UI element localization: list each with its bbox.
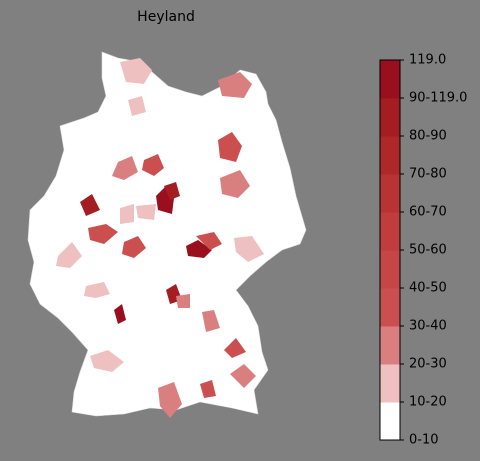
colorbar-tick-label: 70-80 [409, 167, 447, 182]
district [112, 156, 138, 180]
colorbar: 0-10 10-20 20-30 30-40 40-50 50-60 60-70 70-80 8… [379, 53, 467, 448]
district [218, 72, 252, 98]
district [200, 380, 216, 398]
district [128, 96, 146, 116]
district [176, 294, 190, 308]
district [224, 338, 246, 358]
colorbar-tick-label: 0-10 [409, 433, 439, 448]
colorbar-band [380, 212, 400, 251]
colorbar-tick-label: 30-40 [409, 319, 447, 334]
colorbar-tick-label: 90-119.0 [409, 91, 467, 106]
germany-map [27, 51, 307, 418]
district [120, 58, 152, 84]
district [186, 240, 212, 258]
district [56, 242, 82, 268]
colorbar-tick-label: 60-70 [409, 205, 447, 220]
colorbar-tick-label: 80-90 [409, 129, 447, 144]
district [202, 310, 220, 332]
district [234, 236, 264, 262]
district [136, 204, 156, 220]
colorbar-band [380, 326, 400, 365]
district [220, 170, 250, 198]
district [230, 364, 256, 388]
colorbar-band [380, 402, 400, 441]
district [84, 282, 110, 298]
colorbar-band [380, 250, 400, 289]
colorbar-band [380, 174, 400, 213]
colorbar-tick-label: 10-20 [409, 395, 447, 410]
colorbar-band [380, 288, 400, 327]
district [120, 204, 134, 224]
colorbar-tick-label: 40-50 [409, 281, 447, 296]
colorbar-band [380, 364, 400, 403]
district [90, 350, 124, 372]
district [114, 304, 126, 324]
colorbar-band [380, 98, 400, 137]
colorbar-tick-label: 20-30 [409, 357, 447, 372]
colorbar-band [380, 136, 400, 175]
colorbar-tick-label: 119.0 [409, 53, 446, 68]
map-title: Heyland [137, 9, 195, 25]
district [196, 232, 222, 250]
district [88, 224, 118, 244]
district [80, 194, 100, 216]
district [142, 154, 164, 176]
district [122, 236, 146, 258]
district [164, 182, 180, 200]
district [158, 382, 182, 418]
colorbar-tick-label: 50-60 [409, 243, 447, 258]
colorbar-band [380, 60, 400, 99]
district [218, 132, 242, 162]
